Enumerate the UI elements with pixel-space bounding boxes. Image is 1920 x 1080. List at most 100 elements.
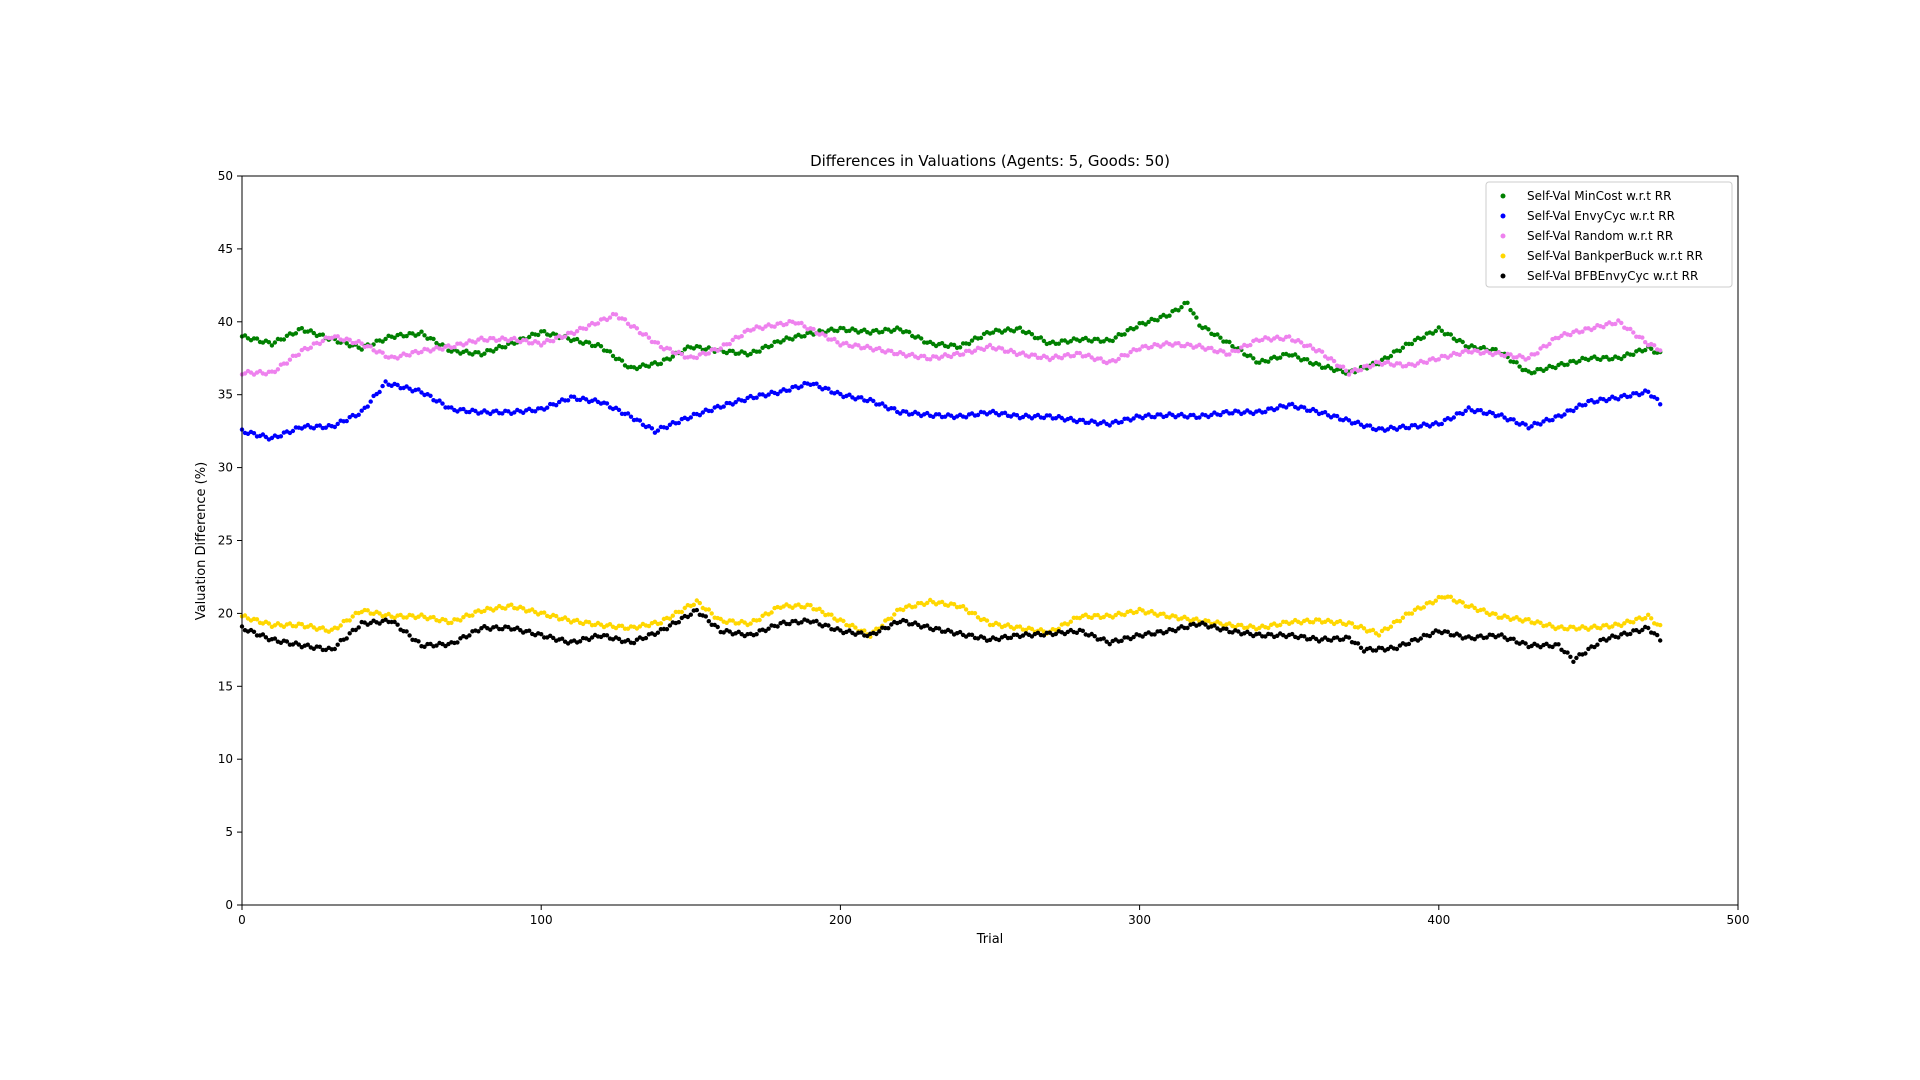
data-point [1107, 423, 1112, 428]
data-point [1397, 643, 1403, 648]
data-point [1640, 627, 1645, 633]
data-point [1098, 356, 1103, 361]
data-point [703, 614, 708, 619]
data-point [586, 637, 592, 643]
data-point [1556, 642, 1561, 647]
data-point [904, 409, 909, 414]
data-point [1448, 332, 1454, 337]
data-point [1508, 352, 1513, 357]
data-point [1182, 344, 1187, 349]
data-point [1101, 419, 1106, 424]
legend-label: Self-Val BFBEnvyCyc w.r.t RR [1527, 269, 1698, 283]
data-point [1269, 632, 1274, 637]
data-point [1197, 323, 1202, 328]
data-point [542, 329, 547, 334]
data-point [1293, 352, 1298, 357]
data-point [718, 346, 723, 351]
data-point [1646, 625, 1651, 631]
data-point [1101, 636, 1106, 641]
data-point [646, 364, 652, 369]
series-0 [239, 300, 1663, 376]
data-point [266, 621, 272, 626]
data-point [1089, 355, 1094, 360]
data-point [419, 612, 424, 617]
data-point [625, 626, 631, 631]
data-point [1113, 359, 1118, 364]
data-point [790, 337, 795, 342]
data-point [1227, 352, 1232, 357]
data-point [1158, 412, 1163, 417]
data-point [1388, 624, 1394, 629]
data-point [278, 434, 284, 439]
data-point [922, 353, 927, 359]
data-point [1631, 620, 1636, 625]
data-point [1137, 347, 1142, 352]
data-point [868, 331, 873, 336]
data-point [542, 610, 547, 615]
data-point [332, 424, 337, 430]
data-point [506, 624, 511, 630]
data-point [1430, 630, 1436, 636]
data-point [948, 354, 954, 360]
data-point [841, 618, 846, 624]
data-point [1448, 594, 1454, 599]
data-point [727, 629, 732, 634]
data-point [1101, 614, 1106, 620]
data-point [1511, 636, 1516, 641]
data-point [817, 606, 822, 611]
data-point [889, 348, 894, 354]
data-point [727, 341, 732, 347]
data-point [1610, 624, 1615, 629]
data-point [380, 350, 385, 355]
data-point [823, 333, 828, 338]
data-point [323, 425, 328, 430]
data-point [1041, 633, 1047, 638]
data-point [1544, 344, 1549, 349]
data-point [814, 381, 819, 386]
data-point [1050, 355, 1056, 361]
data-point [907, 329, 912, 335]
legend-items: Self-Val MinCost w.r.t RR Self-Val EnvyCy… [1500, 189, 1703, 283]
data-point [1565, 650, 1570, 655]
data-point [667, 346, 673, 351]
data-point [317, 423, 322, 428]
data-point [754, 395, 759, 400]
data-point [948, 413, 954, 418]
data-point [1077, 350, 1083, 356]
data-point [539, 632, 544, 637]
data-point [1550, 644, 1555, 650]
data-point [622, 317, 628, 322]
data-point [509, 602, 514, 607]
data-point [398, 353, 403, 359]
data-point [1328, 356, 1334, 361]
data-point [1257, 631, 1262, 636]
data-point [1571, 624, 1576, 630]
data-point [730, 348, 735, 354]
data-point [536, 340, 541, 345]
data-point [793, 618, 798, 624]
data-point [1331, 358, 1337, 364]
data-point [760, 613, 765, 618]
data-point [1179, 305, 1184, 310]
data-point [1565, 627, 1570, 632]
data-point [1445, 629, 1451, 634]
data-point [416, 332, 421, 337]
data-point [796, 602, 801, 607]
data-point [877, 345, 882, 351]
data-point [1583, 651, 1588, 656]
data-point [1493, 347, 1498, 352]
data-point [1209, 345, 1214, 351]
data-point [380, 339, 385, 344]
data-point [338, 623, 343, 628]
data-point [892, 406, 897, 411]
data-point [440, 401, 445, 406]
data-point [1248, 353, 1253, 358]
data-point [1370, 363, 1376, 368]
legend-label: Self-Val BankperBuck w.r.t RR [1527, 249, 1703, 263]
legend-label: Self-Val Random w.r.t RR [1527, 229, 1673, 243]
data-point [957, 345, 963, 350]
data-point [1541, 419, 1546, 424]
data-point [883, 404, 888, 409]
data-point [1284, 405, 1289, 410]
